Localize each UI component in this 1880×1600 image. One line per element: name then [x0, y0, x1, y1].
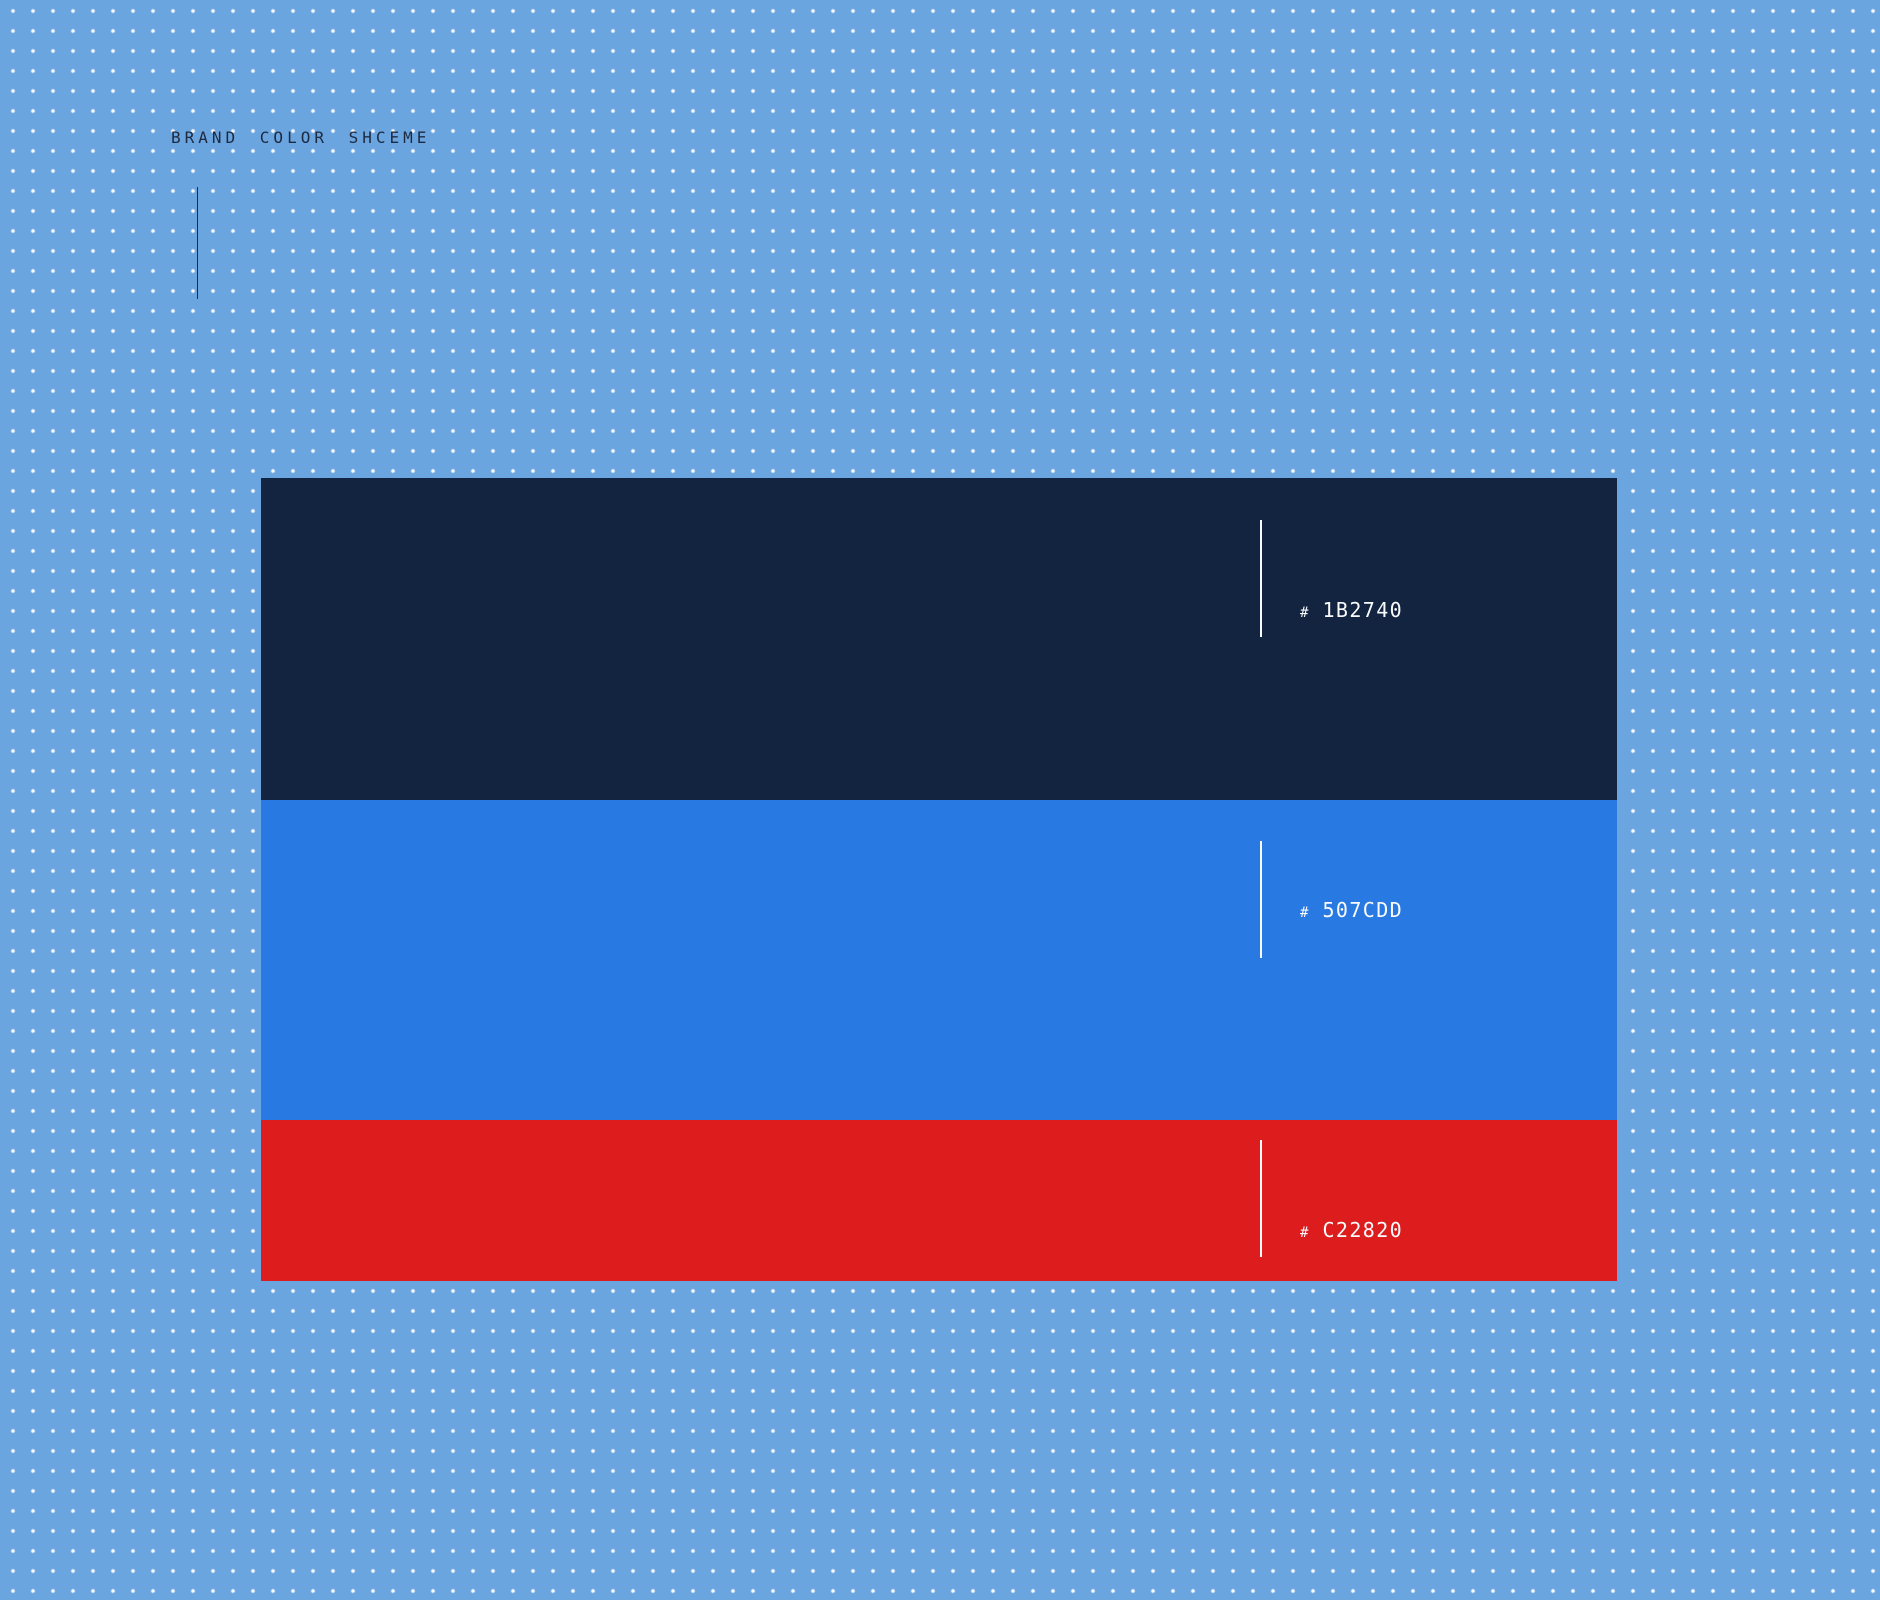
hash-symbol: #	[1300, 905, 1310, 921]
color-swatch-stack: # 1B2740 # 507CDD # C22820	[261, 478, 1617, 1281]
leader-line	[1260, 520, 1262, 637]
hex-code-value: 507CDD	[1322, 898, 1404, 922]
color-swatch-red: # C22820	[261, 1120, 1617, 1281]
swatch-label: # 507CDD	[1300, 898, 1403, 922]
hex-code-value: 1B2740	[1322, 598, 1404, 622]
hash-symbol: #	[1300, 605, 1310, 621]
swatch-label: # C22820	[1300, 1218, 1403, 1242]
hash-symbol: #	[1300, 1225, 1310, 1241]
leader-line	[1260, 1140, 1262, 1257]
swatch-label: # 1B2740	[1300, 598, 1403, 622]
page-title: BRAND COLOR SHCEME	[171, 128, 431, 147]
hex-code-value: C22820	[1322, 1218, 1404, 1242]
title-tick-line	[197, 187, 198, 299]
leader-line	[1260, 841, 1262, 958]
color-swatch-navy: # 1B2740	[261, 478, 1617, 800]
color-swatch-blue: # 507CDD	[261, 800, 1617, 1120]
